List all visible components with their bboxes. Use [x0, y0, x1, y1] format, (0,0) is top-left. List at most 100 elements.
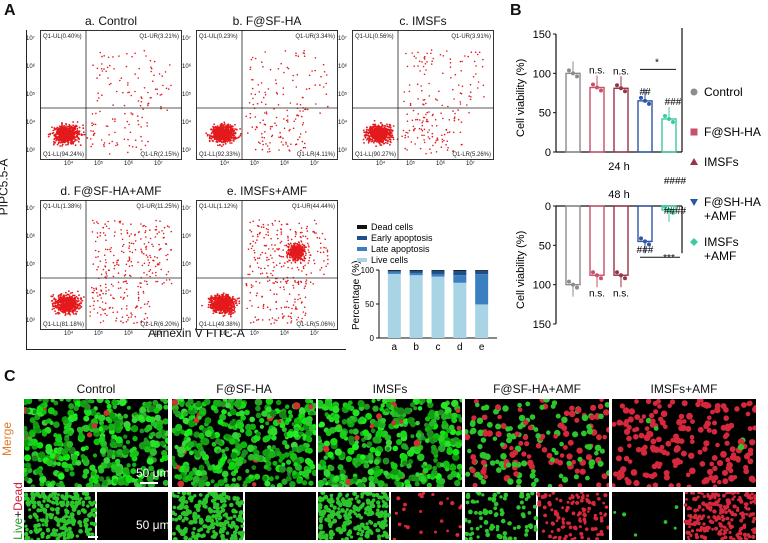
- x-tick-label: 10⁴: [64, 331, 74, 337]
- viability-point-48h: [623, 276, 627, 281]
- viability-bar-24h: [589, 86, 605, 153]
- stack-x-tick: c: [436, 342, 441, 352]
- flow-scatter-plot: Q1-UL(1.38%) Q1-UR(11.25%) Q1-LL(81.18%) Q1…: [40, 200, 182, 330]
- stack-legend-label: Dead cells: [371, 222, 414, 232]
- stack-bar-segment: [431, 273, 445, 277]
- viability-y-tick-top: 50: [539, 108, 551, 120]
- stack-bar-segment: [475, 270, 489, 271]
- stack-legend-swatch: [357, 236, 367, 240]
- viability-point-48h: [575, 285, 579, 290]
- quadrant-label-ur: Q1-UR(3.21%): [139, 34, 179, 40]
- significance-label-48h: ###: [637, 245, 654, 256]
- y-tick-label: 10⁵: [26, 262, 36, 268]
- stack-x-tick: e: [479, 342, 485, 352]
- micrograph-column-title: IMSFs+AMF: [650, 382, 718, 396]
- merge-micrograph: [24, 399, 168, 487]
- significance-label-48h: ####: [664, 176, 687, 187]
- stack-y-tick: 50: [365, 300, 374, 309]
- viability-bar-24h: [661, 118, 677, 153]
- y-tick-label: 10⁵: [26, 92, 36, 98]
- live-dead-micrograph-pair: [612, 492, 756, 540]
- quadrant-label-lr: Q1-LR(5.26%): [452, 152, 491, 158]
- dead-label: Dead: [10, 482, 25, 511]
- y-tick-label: 10⁶: [26, 234, 36, 240]
- viability-legend-marker: [690, 128, 698, 136]
- y-tick-label: 10³: [26, 148, 35, 154]
- significance-label-24h: *: [655, 57, 659, 68]
- stack-bar-segment: [431, 276, 445, 338]
- x-tick-label: 10⁵: [250, 161, 260, 167]
- quadrant-label-ur: Q1-UR(44.44%): [292, 204, 335, 210]
- viability-y-axis-label-bottom: Cell viability (%): [515, 231, 527, 309]
- viability-bar-48h: [613, 205, 629, 276]
- stack-legend-label: Early apoptosis: [371, 233, 433, 243]
- viability-y-tick-bottom: 0: [545, 201, 551, 213]
- live-dead-micrograph-pair: [318, 492, 462, 540]
- x-tick-label: 10⁵: [406, 161, 416, 167]
- stack-bar-segment: [431, 270, 445, 274]
- viability-y-axis-label-top: Cell viability (%): [515, 59, 527, 137]
- quadrant-label-ll: Q1-LL(81.18%): [43, 322, 84, 328]
- flow-scatter-plot: Q1-UL(1.12%) Q1-UR(44.44%) Q1-LL(49.38%) Q1…: [196, 200, 338, 330]
- live-dead-micrograph-pair: [465, 492, 609, 540]
- significance-label-24h: n.s.: [613, 66, 629, 77]
- live-dead-micrograph-pair: [172, 492, 316, 540]
- viability-point-24h: [639, 95, 643, 100]
- x-tick-label: 10⁴: [220, 331, 230, 337]
- live-label: Live: [10, 517, 25, 540]
- viability-legend-label: IMSFs +AMF: [704, 235, 739, 263]
- flow-plot-title: c. IMSFs: [399, 14, 447, 28]
- stack-bar-segment: [453, 270, 467, 276]
- flow-plot-title: e. IMSFs+AMF: [226, 184, 308, 198]
- viability-point-24h: [671, 119, 675, 124]
- quadrant-label-ur: Q1-UR(3.34%): [295, 34, 335, 40]
- y-tick-label: 10⁷: [338, 36, 347, 42]
- y-tick-label: 10⁵: [182, 262, 192, 268]
- stack-bar-segment: [475, 304, 489, 338]
- significance-label-24h: ##: [639, 87, 651, 98]
- significance-label-48h: n.s.: [613, 288, 629, 299]
- stack-bar-segment: [453, 282, 467, 338]
- y-tick-label: 10³: [182, 318, 191, 324]
- x-tick-label: 10⁶: [280, 331, 290, 337]
- significance-label-24h: n.s.: [589, 65, 605, 76]
- stack-legend-swatch: [357, 225, 367, 229]
- viability-legend-label: IMSFs: [704, 155, 739, 169]
- stack-bar-segment: [431, 270, 445, 271]
- viability-legend-marker: [690, 238, 698, 246]
- viability-bar-24h: [637, 100, 653, 153]
- stack-bar-segment: [387, 271, 401, 274]
- x-tick-label: 10⁴: [376, 161, 386, 167]
- micrograph-column-title: IMSFs: [372, 382, 408, 396]
- quadrant-label-ul: Q1-UL(1.12%): [199, 204, 238, 210]
- stack-bar-segment: [453, 275, 467, 283]
- merge-micrograph: [612, 399, 756, 487]
- y-tick-label: 10⁶: [338, 64, 348, 70]
- y-tick-label: 10⁶: [182, 234, 192, 240]
- viability-48h-title: 48 h: [608, 189, 629, 201]
- viability-point-48h: [599, 276, 603, 281]
- viability-bar-24h: [613, 87, 629, 153]
- viability-bar-48h: [637, 205, 653, 243]
- significance-label-48h: n.s.: [589, 288, 605, 299]
- viability-point-24h: [615, 83, 619, 88]
- y-tick-label: 10⁴: [26, 120, 36, 126]
- y-tick-label: 10⁵: [338, 92, 348, 98]
- viability-bar-48h: [565, 205, 581, 286]
- panel-letter-a: A: [4, 2, 16, 19]
- quadrant-label-ul: Q1-UL(1.38%): [43, 204, 82, 210]
- viability-legend-marker: [690, 199, 698, 206]
- flow-scatter-plot: Q1-UL(0.40%) Q1-UR(3.21%) Q1-LL(94.24%) Q1-…: [40, 30, 182, 160]
- x-tick-label: 10⁵: [250, 331, 260, 337]
- y-tick-label: 10⁷: [182, 36, 191, 42]
- viability-y-tick-bottom: 150: [533, 319, 551, 330]
- x-tick-label: 10⁴: [64, 161, 74, 167]
- viability-point-48h: [671, 210, 675, 215]
- stack-legend-label: Late apoptosis: [371, 244, 430, 254]
- micrograph-column-title: Control: [76, 382, 116, 396]
- stack-bar-segment: [409, 272, 423, 276]
- y-tick-label: 10⁵: [182, 92, 192, 98]
- x-tick-label: 10⁷: [466, 161, 475, 167]
- y-tick-label: 10³: [338, 148, 347, 154]
- viability-point-24h: [647, 101, 651, 106]
